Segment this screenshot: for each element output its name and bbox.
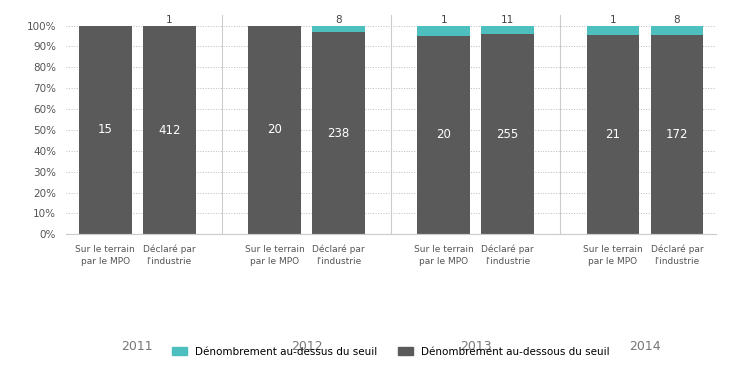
Text: 21: 21 [605, 128, 621, 141]
Bar [143, 26, 195, 234]
Bar [312, 33, 365, 234]
Text: 2014: 2014 [629, 339, 661, 353]
Text: 20: 20 [436, 129, 451, 141]
Text: 172: 172 [666, 128, 688, 141]
Text: 8: 8 [335, 14, 342, 25]
Bar [587, 26, 640, 35]
Text: 1: 1 [440, 14, 447, 25]
Text: 1: 1 [610, 14, 616, 25]
Bar [417, 26, 470, 36]
Bar [651, 35, 703, 234]
Bar [651, 26, 703, 35]
Bar [481, 34, 534, 234]
Legend: Dénombrement au-dessus du seuil, Dénombrement au-dessous du seuil: Dénombrement au-dessus du seuil, Dénombr… [168, 342, 614, 361]
Text: 8: 8 [673, 14, 681, 25]
Bar [249, 26, 301, 234]
Bar [587, 35, 640, 234]
Text: 255: 255 [496, 128, 519, 141]
Bar [417, 36, 470, 234]
Text: 238: 238 [327, 127, 349, 140]
Text: 412: 412 [158, 124, 181, 137]
Text: 1: 1 [166, 14, 173, 25]
Text: 20: 20 [267, 124, 282, 136]
Text: 2012: 2012 [291, 339, 322, 353]
Bar [312, 26, 365, 33]
Bar [79, 26, 132, 234]
Bar [481, 26, 534, 34]
Text: 2011: 2011 [121, 339, 153, 353]
Text: 2013: 2013 [460, 339, 491, 353]
Text: 11: 11 [501, 14, 515, 25]
Text: 15: 15 [98, 124, 113, 136]
